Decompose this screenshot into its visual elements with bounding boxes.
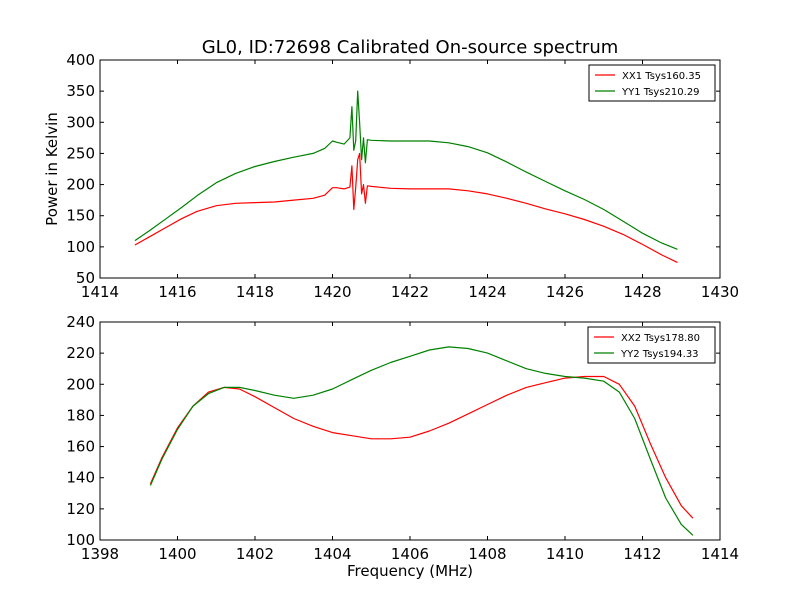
y-tick-label: 120 — [66, 500, 95, 518]
x-tick-label: 1426 — [546, 283, 584, 301]
x-tick-label: 1400 — [158, 545, 196, 563]
legend: XX1 Tsys160.35 YY1 Tsys210.29 — [588, 64, 716, 102]
y-tick-label: 200 — [66, 176, 95, 194]
series-line-1 — [134, 152, 678, 263]
y-tick-label: 250 — [66, 144, 95, 162]
y-tick-label: 180 — [66, 406, 95, 424]
x-tick-label: 1398 — [81, 545, 119, 563]
y-tick-label: 300 — [66, 113, 95, 131]
bottom-spectrum-panel: 1398 1400 1402 1404 1406 1408 1410 1412 1414 100 1… — [66, 313, 739, 580]
series-line-2 — [149, 346, 694, 536]
y-tick-label: 100 — [66, 238, 95, 256]
x-tick-label: 1406 — [391, 545, 429, 563]
x-tick-label: 1418 — [236, 283, 274, 301]
x-tick-label: 1414 — [81, 283, 119, 301]
x-tick-label: 1412 — [623, 545, 661, 563]
y-tick-label: 220 — [66, 344, 95, 362]
x-tick-label: 1410 — [546, 545, 584, 563]
x-tick-label: 1422 — [391, 283, 429, 301]
x-tick-label: 1408 — [468, 545, 506, 563]
series-line-2 — [134, 90, 678, 250]
x-tick-label: 1430 — [701, 283, 739, 301]
x-tick-label: 1414 — [701, 545, 739, 563]
y-tick-label: 140 — [66, 469, 95, 487]
y-tick-label: 50 — [76, 269, 95, 287]
x-tick-label: 1402 — [236, 545, 274, 563]
legend-label-1: XX2 Tsys178.80 — [621, 333, 700, 344]
legend-label-2: YY1 Tsys210.29 — [621, 87, 700, 98]
x-tick-label: 1404 — [313, 545, 351, 563]
y-tick-label: 400 — [66, 51, 95, 69]
x-axis-label: Frequency (MHz) — [347, 562, 473, 580]
x-tick-label: 1424 — [468, 283, 506, 301]
y-tick-label: 150 — [66, 207, 95, 225]
legend-box — [588, 64, 716, 102]
y-tick-label: 240 — [66, 313, 95, 331]
legend-box — [587, 326, 716, 364]
y-tick-label: 200 — [66, 375, 95, 393]
top-spectrum-panel: 1414 1416 1418 1420 1422 1424 1426 1428 1430 50 10… — [43, 51, 739, 301]
x-tick-label: 1420 — [313, 283, 351, 301]
y-tick-label: 160 — [66, 438, 95, 456]
figure-title: GL0, ID:72698 Calibrated On-source spect… — [202, 37, 619, 58]
y-tick-label: 350 — [66, 82, 95, 100]
legend-label-1: XX1 Tsys160.35 — [622, 71, 701, 82]
x-tick-label: 1416 — [158, 283, 196, 301]
y-axis-label: Power in Kelvin — [43, 112, 61, 226]
legend-label-2: YY2 Tsys194.33 — [620, 349, 699, 360]
legend: XX2 Tsys178.80 YY2 Tsys194.33 — [587, 326, 716, 364]
x-tick-label: 1428 — [623, 283, 661, 301]
y-tick-label: 100 — [66, 531, 95, 549]
